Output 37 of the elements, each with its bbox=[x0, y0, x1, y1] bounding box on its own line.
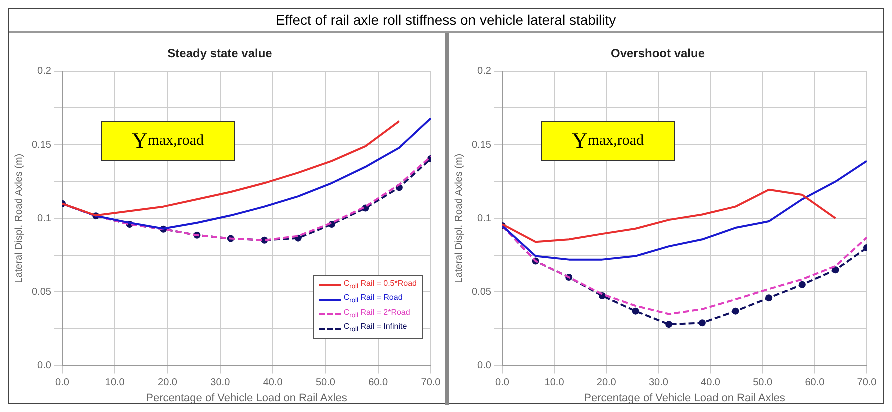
x-tick-label: 70.0 bbox=[421, 378, 442, 389]
x-tick-label: 30.0 bbox=[648, 378, 669, 389]
x-tick-label: 60.0 bbox=[805, 378, 826, 389]
x-tick-label: 20.0 bbox=[596, 378, 617, 389]
y-tick-label: 0.1 bbox=[478, 213, 492, 224]
chart-subtitle: Steady state value bbox=[168, 46, 273, 61]
x-tick-label: 70.0 bbox=[857, 378, 878, 389]
x-tick-label: 40.0 bbox=[701, 378, 721, 389]
y-tick-label: 0.0 bbox=[38, 360, 52, 372]
x-tick-label: 0.0 bbox=[56, 378, 70, 389]
x-tick-label: 30.0 bbox=[210, 378, 231, 389]
y-tick-label: 0.15 bbox=[472, 140, 492, 151]
legend-label: C$_{roll}$ Rail = Road bbox=[344, 292, 403, 307]
y-tick-label: 0.0 bbox=[478, 360, 492, 372]
x-tick-label: 40.0 bbox=[263, 378, 284, 389]
y-tick-label: 0.05 bbox=[472, 286, 492, 298]
x-axis-title: Percentage of Vehicle Load on Rail Axles bbox=[146, 392, 348, 404]
x-tick-label: 10.0 bbox=[105, 378, 126, 389]
y-axis-title: Lateral Displ. Road Axles (m) bbox=[14, 154, 25, 284]
x-axis-title: Percentage of Vehicle Load on Rail Axles bbox=[584, 392, 786, 404]
x-tick-label: 60.0 bbox=[368, 378, 389, 389]
y-tick-label: 0.2 bbox=[38, 66, 52, 78]
legend-label: C$_{roll}$ Rail = 0.5*Road bbox=[344, 278, 417, 292]
x-tick-label: 50.0 bbox=[316, 378, 336, 389]
y-tick-label: 0.15 bbox=[32, 140, 52, 151]
legend-label: C$_{roll}$ Rail = Infinite bbox=[344, 321, 408, 336]
legend-label: C$_{roll}$ Rail = 2*Road bbox=[344, 306, 410, 322]
y-tick-label: 0.05 bbox=[32, 286, 52, 298]
y-tick-label: 0.1 bbox=[38, 213, 52, 224]
x-tick-label: 50.0 bbox=[753, 378, 774, 389]
chart-subtitle: Overshoot value bbox=[610, 46, 706, 61]
y-axis-title: Lateral Displ. Road Axles (m) bbox=[454, 154, 465, 284]
chart-title: Effect of rail axle roll stiffness on vehicle lateral stability bbox=[9, 9, 883, 33]
x-tick-label: 0.0 bbox=[496, 378, 510, 389]
y-tick-label: 0.2 bbox=[478, 66, 492, 78]
x-tick-label: 10.0 bbox=[544, 378, 565, 389]
x-tick-label: 20.0 bbox=[158, 378, 178, 389]
